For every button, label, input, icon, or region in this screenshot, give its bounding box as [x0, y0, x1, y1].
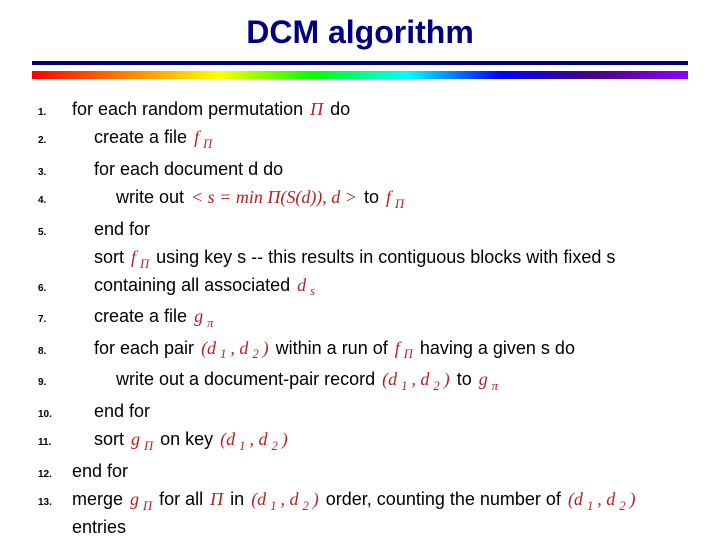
math-expr: f [129, 247, 138, 267]
math-subscript: 2 [300, 499, 310, 513]
line-number: 13. [38, 490, 72, 510]
rainbow-band [32, 71, 688, 79]
algo-line: 6.sort fΠ using key s -- this results in… [38, 245, 682, 300]
math-subscript: s [308, 284, 317, 298]
algo-line: 10.end for [38, 399, 682, 423]
math-expr: ) [280, 429, 290, 449]
math-expr: (d [249, 489, 268, 509]
title-underline [32, 61, 688, 65]
math-expr: (d [380, 369, 399, 389]
math-subscript: 1 [268, 499, 278, 513]
line-text: sort fΠ using key s -- this results in c… [72, 245, 682, 300]
math-subscript: 2 [617, 499, 627, 513]
algo-line: 5.end for [38, 217, 682, 241]
line-text: merge gΠ for all Π in (d1, d2) order, co… [72, 487, 682, 539]
line-text: end for [72, 217, 682, 241]
line-text: write out a document-pair record (d1, d2… [72, 367, 682, 395]
line-number: 5. [38, 220, 72, 240]
math-expr: g [128, 489, 141, 509]
math-expr: < s = min Π(S(d)), d > [189, 187, 359, 207]
math-expr: ) [311, 489, 321, 509]
line-number: 9. [38, 370, 72, 390]
algo-line: 7.create a file gπ [38, 304, 682, 332]
math-subscript: Π [201, 137, 214, 151]
algo-line: 8.for each pair (d1, d2) within a run of… [38, 336, 682, 364]
line-text: end for [72, 459, 682, 483]
line-number: 7. [38, 307, 72, 327]
line-text: sort gΠ on key (d1, d2) [72, 427, 682, 455]
math-expr: , d [409, 369, 431, 389]
math-subscript: Π [142, 439, 155, 453]
math-subscript: 2 [250, 347, 260, 361]
line-text: create a file gπ [72, 304, 682, 332]
slide-title: DCM algorithm [0, 0, 720, 61]
math-expr: f [393, 338, 402, 358]
line-text: for each document d do [72, 157, 682, 181]
math-subscript: Π [393, 197, 406, 211]
math-expr: ) [442, 369, 452, 389]
line-number: 10. [38, 402, 72, 422]
math-subscript: π [490, 379, 500, 393]
math-subscript: Π [138, 257, 151, 271]
line-number: 8. [38, 339, 72, 359]
math-subscript: π [205, 316, 215, 330]
math-expr: , d [278, 489, 300, 509]
line-number: 4. [38, 188, 72, 208]
line-text: write out < s = min Π(S(d)), d > to fΠ [72, 185, 682, 213]
algorithm-body: 1.for each random permutation Π do2.crea… [0, 97, 720, 539]
math-expr: g [192, 306, 205, 326]
line-number: 2. [38, 128, 72, 148]
math-expr: ) [261, 338, 271, 358]
math-subscript: 1 [218, 347, 228, 361]
math-expr: (d [566, 489, 585, 509]
math-expr: f [192, 127, 201, 147]
math-expr: (d [218, 429, 237, 449]
line-number: 12. [38, 462, 72, 482]
math-expr: g [129, 429, 142, 449]
line-text: for each pair (d1, d2) within a run of f… [72, 336, 682, 364]
math-subscript: 1 [585, 499, 595, 513]
algo-line: 9.write out a document-pair record (d1, … [38, 367, 682, 395]
math-expr: d [295, 275, 308, 295]
algo-line: 13.merge gΠ for all Π in (d1, d2) order,… [38, 487, 682, 539]
algo-line: 4.write out < s = min Π(S(d)), d > to fΠ [38, 185, 682, 213]
line-number: 1. [38, 100, 72, 120]
algo-line: 11.sort gΠ on key (d1, d2) [38, 427, 682, 455]
line-number: 11. [38, 430, 72, 450]
algo-line: 3.for each document d do [38, 157, 682, 181]
algo-line: 1.for each random permutation Π do [38, 97, 682, 121]
math-expr: g [477, 369, 490, 389]
algo-line: 12.end for [38, 459, 682, 483]
line-text: for each random permutation Π do [72, 97, 682, 121]
math-subscript: 1 [399, 379, 409, 393]
math-expr: ) [628, 489, 638, 509]
line-number: 3. [38, 160, 72, 180]
math-expr: f [384, 187, 393, 207]
math-subscript: 2 [269, 439, 279, 453]
line-text: create a file fΠ [72, 125, 682, 153]
math-expr: (d [199, 338, 218, 358]
math-expr: Π [208, 489, 225, 509]
line-number: 6. [38, 276, 72, 296]
math-expr: , d [228, 338, 250, 358]
math-expr: , d [247, 429, 269, 449]
math-subscript: Π [141, 499, 154, 513]
math-expr: , d [595, 489, 617, 509]
math-expr: Π [308, 99, 325, 119]
line-text: end for [72, 399, 682, 423]
math-subscript: Π [402, 347, 415, 361]
slide: DCM algorithm 1.for each random permutat… [0, 0, 720, 540]
algo-line: 2.create a file fΠ [38, 125, 682, 153]
math-subscript: 2 [431, 379, 441, 393]
math-subscript: 1 [237, 439, 247, 453]
